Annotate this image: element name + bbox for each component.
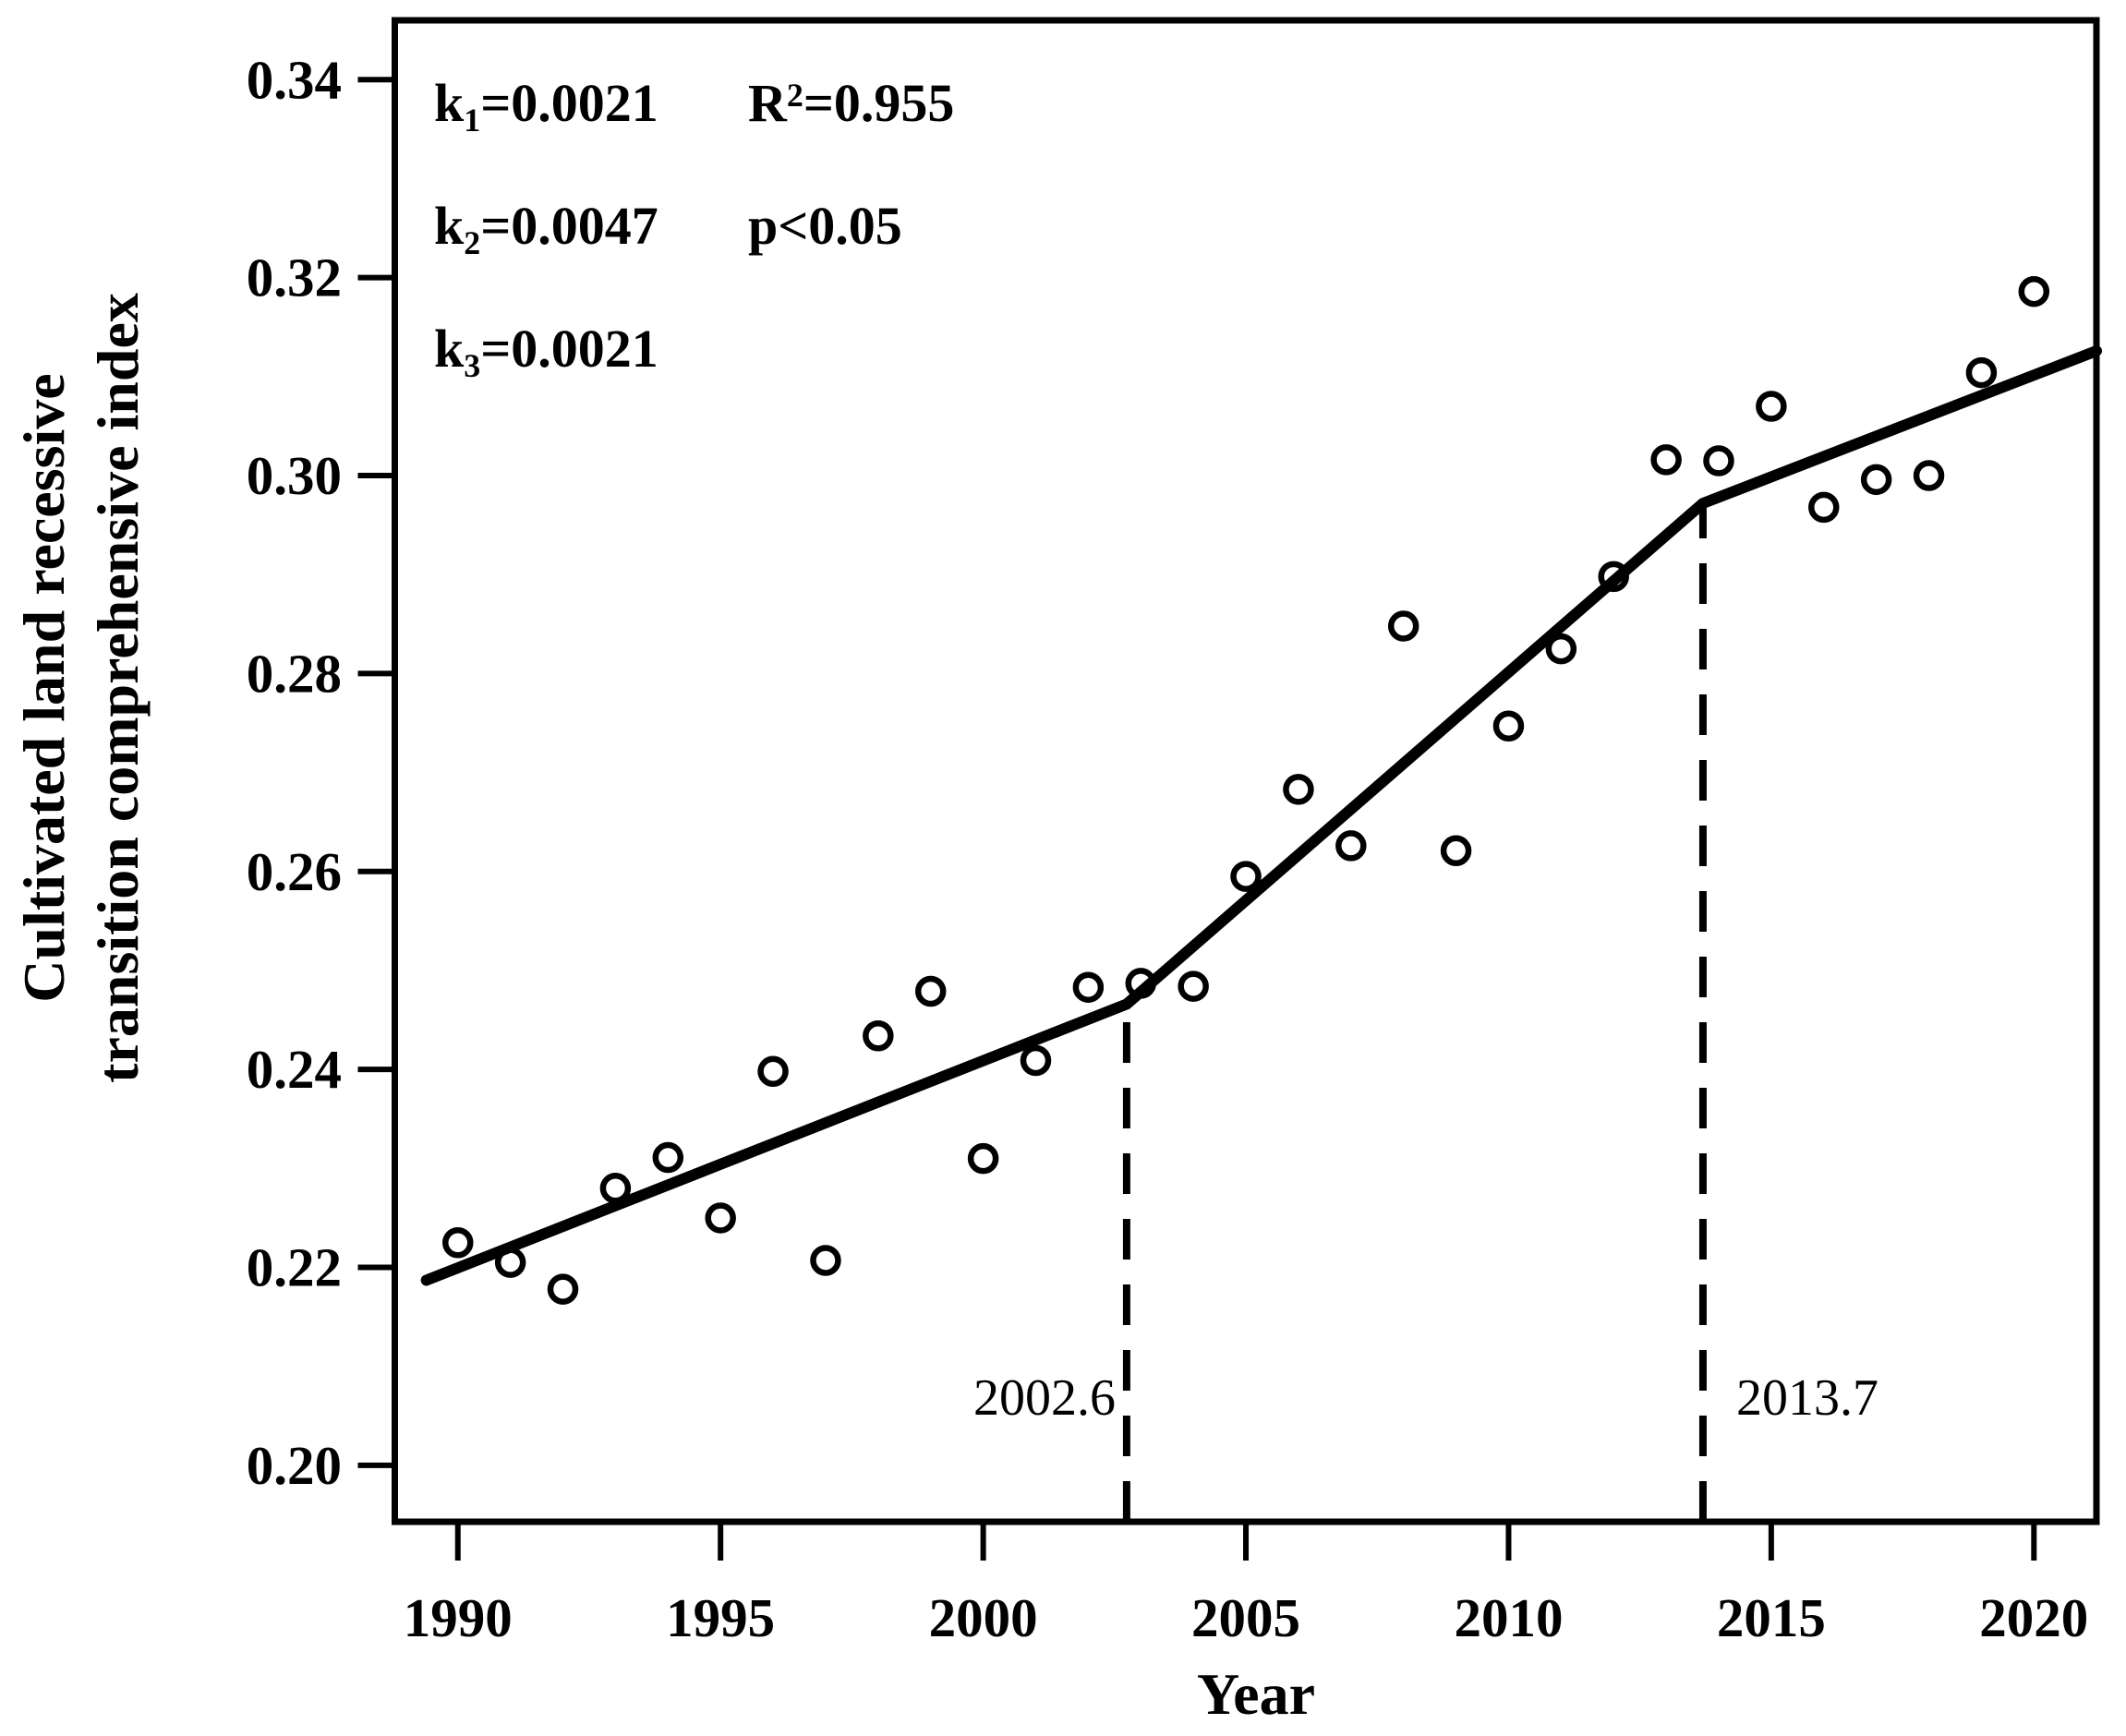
data-point	[652, 1141, 684, 1174]
y-tick-label: 0.26	[247, 841, 342, 902]
y-tick-label: 0.20	[247, 1435, 342, 1496]
y-tick-label: 0.30	[247, 445, 342, 506]
x-tick-label: 2005	[1191, 1587, 1300, 1648]
data-point	[705, 1202, 736, 1234]
data-point	[1178, 970, 1209, 1002]
data-point	[1335, 830, 1367, 862]
data-point	[1650, 444, 1682, 476]
x-tick-label: 2020	[1979, 1587, 2088, 1648]
trend-line	[420, 344, 2102, 1286]
data-point	[1545, 633, 1577, 665]
breakpoint-label-2013: 2013.7	[1736, 1369, 1878, 1427]
y-tick-label: 0.34	[247, 49, 342, 110]
data-point	[1860, 464, 1892, 496]
k1-annotation: k1=0.0021	[434, 73, 658, 139]
y-tick-label: 0.28	[247, 643, 342, 704]
data-point	[1492, 710, 1525, 741]
y-axis-title: Cultivated land recessive transition com…	[7, 293, 155, 1083]
x-tick-label: 1990	[404, 1587, 513, 1648]
x-axis-title: Year	[1197, 1661, 1315, 1727]
y-axis-title-line2: transition comprehensive index	[85, 293, 151, 1083]
data-point	[1440, 835, 1472, 867]
data-point	[1230, 861, 1262, 892]
data-point	[1756, 391, 1787, 422]
x-tick-label: 2015	[1717, 1587, 1826, 1648]
k2-annotation: k2=0.0047	[434, 196, 658, 261]
y-axis-title-line1: Cultivated land recessive	[11, 373, 77, 1003]
data-point	[1808, 491, 1840, 524]
x-tick-label: 2010	[1454, 1587, 1563, 1648]
data-point	[1387, 610, 1419, 642]
k3-annotation: k3=0.0021	[434, 319, 658, 384]
data-point	[1703, 445, 1734, 476]
data-point	[442, 1226, 474, 1259]
x-tick-label: 2000	[929, 1587, 1038, 1648]
data-point	[1020, 1044, 1052, 1077]
breakpoint-label-2002: 2002.6	[973, 1369, 1116, 1427]
data-point	[2018, 275, 2050, 307]
data-point	[1283, 774, 1314, 805]
data-point	[810, 1245, 841, 1276]
data-point	[547, 1273, 579, 1305]
y-tick-label: 0.32	[247, 247, 342, 308]
data-point	[863, 1019, 894, 1052]
data-point	[967, 1142, 999, 1175]
data-point	[1072, 971, 1105, 1003]
p-value-annotation: p<0.05	[748, 196, 902, 256]
data-point	[1125, 968, 1157, 999]
data-point	[1598, 561, 1629, 593]
y-tick-label: 0.22	[247, 1237, 342, 1298]
data-point	[599, 1173, 632, 1204]
data-point	[494, 1247, 526, 1278]
y-tick-label: 0.24	[247, 1039, 342, 1100]
data-point	[1913, 460, 1945, 491]
data-point	[914, 975, 947, 1007]
data-point	[1965, 356, 1998, 389]
data-point	[757, 1055, 789, 1088]
x-tick-label: 1995	[666, 1587, 775, 1648]
r-squared-annotation: R2=0.955	[748, 73, 955, 133]
